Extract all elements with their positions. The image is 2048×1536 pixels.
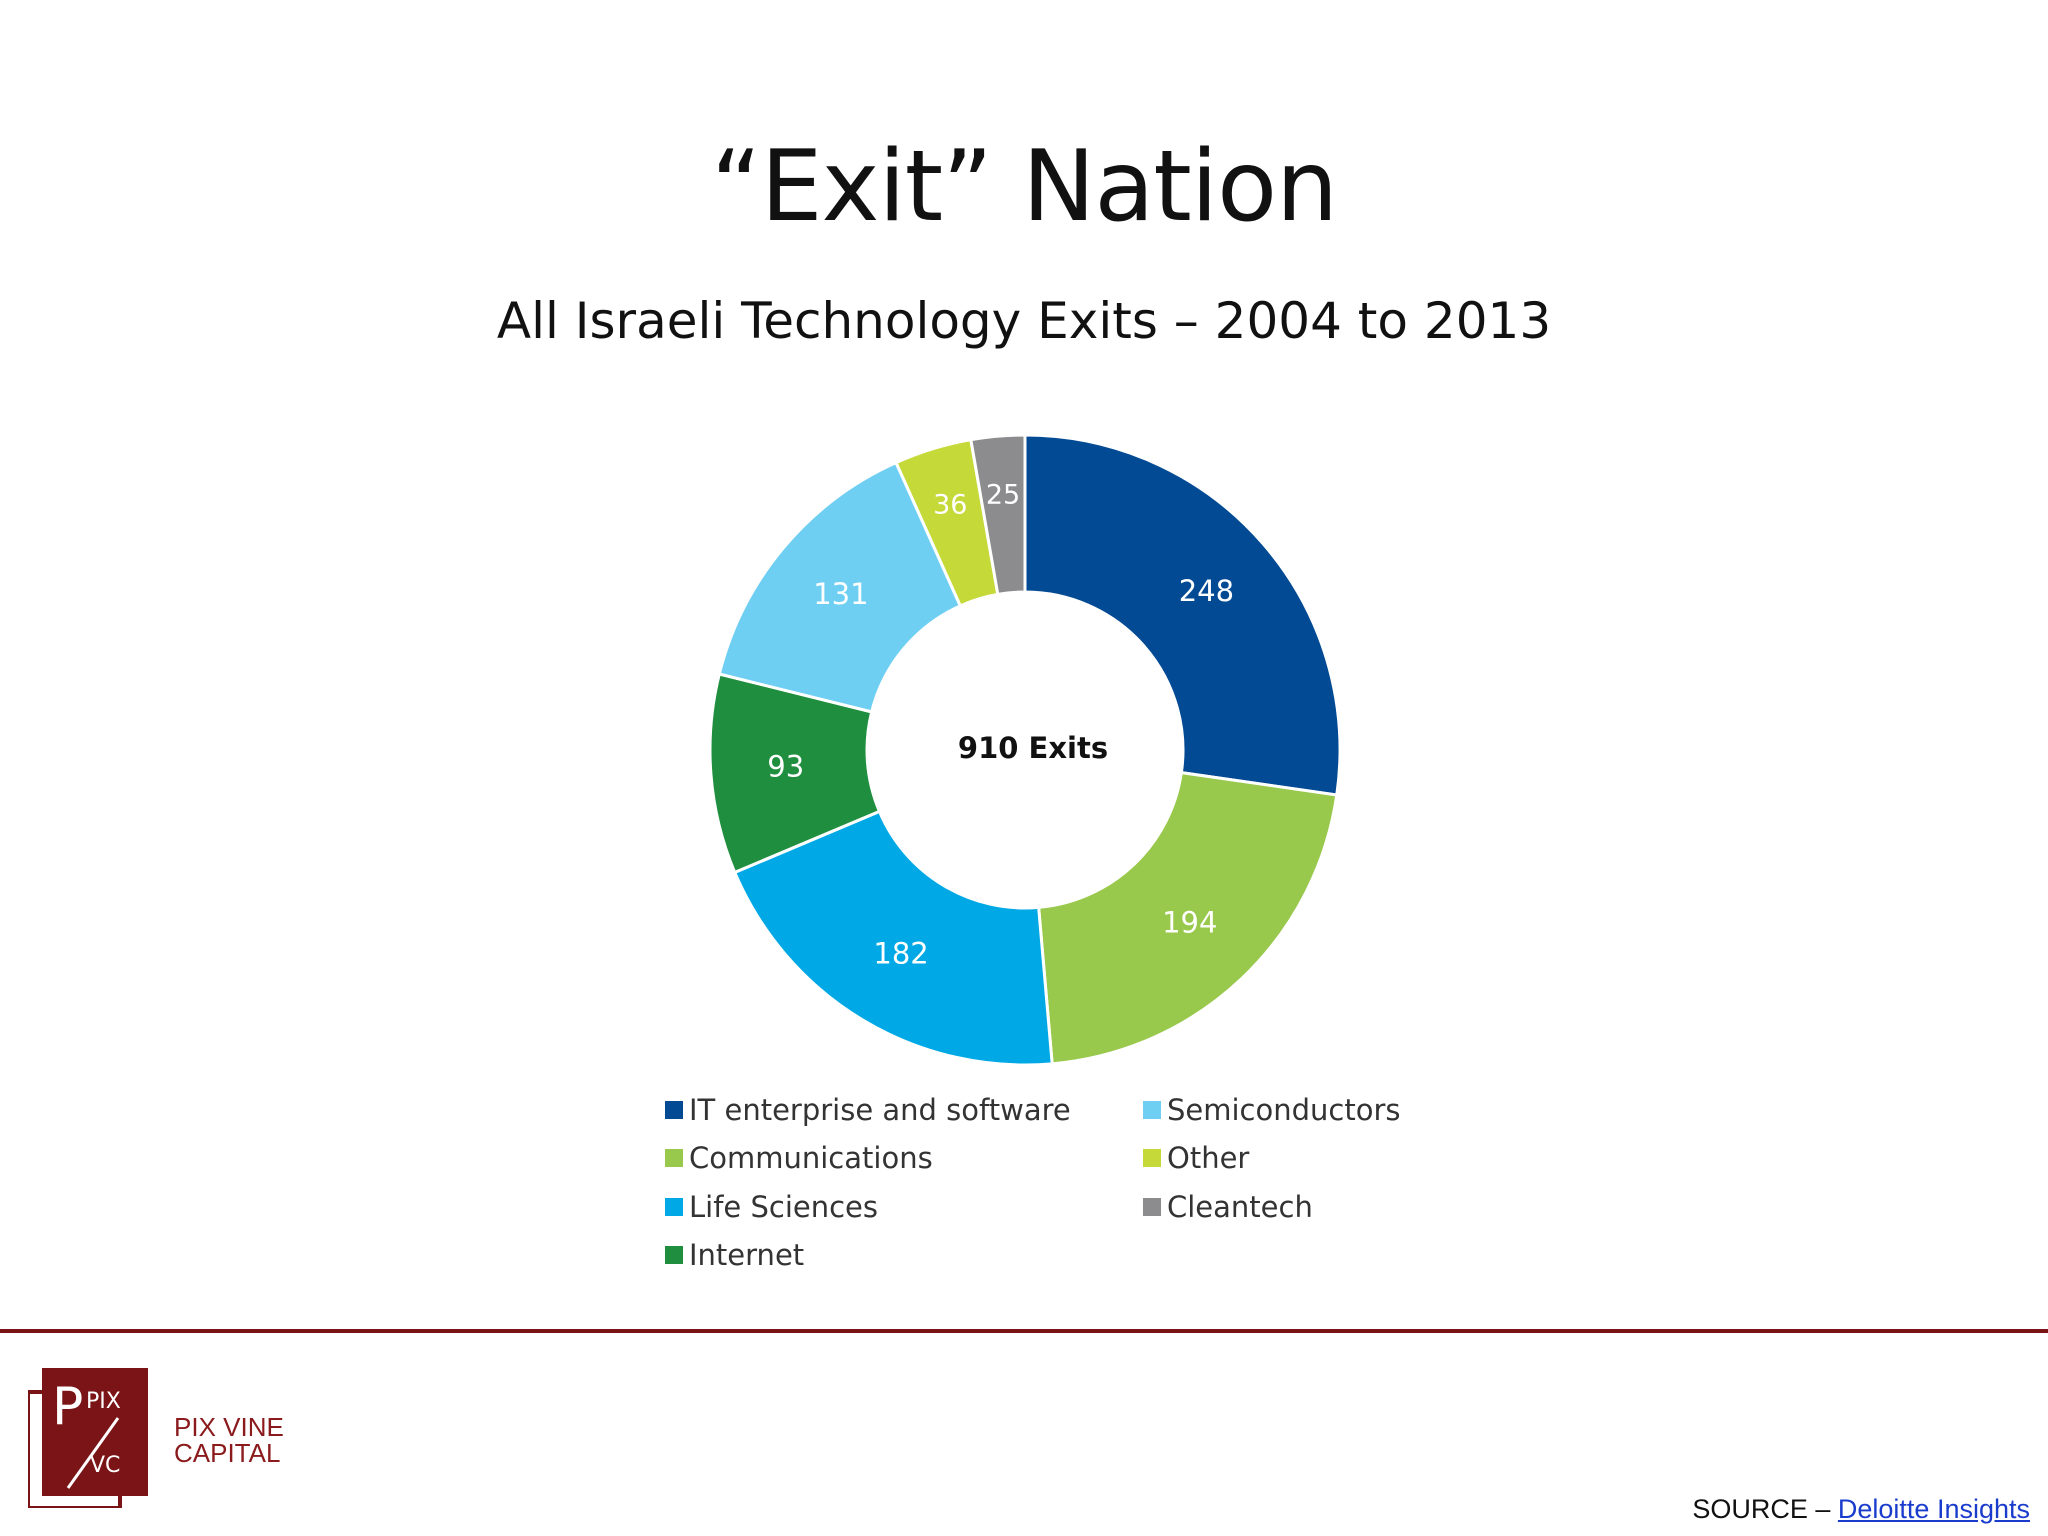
legend-label: Communications: [689, 1141, 933, 1175]
legend-swatch: [665, 1198, 683, 1216]
source-prefix: SOURCE –: [1692, 1494, 1838, 1524]
legend-label: Life Sciences: [689, 1190, 879, 1224]
legend-item-it-enterprise: IT enterprise and software: [665, 1093, 1071, 1127]
donut-chart: 248 194 182 93 131 36 25 910 Exits: [708, 433, 1342, 1067]
legend-label: Semiconductors: [1167, 1093, 1401, 1127]
donut-center-label: 910 Exits: [958, 731, 1108, 765]
legend-swatch: [1143, 1198, 1161, 1216]
legend-item-other: Other: [1143, 1141, 1249, 1175]
footer-divider: [0, 1329, 2048, 1333]
svg-text:PIX: PIX: [86, 1389, 121, 1414]
brand-line-1: PIX VINE: [174, 1412, 284, 1442]
legend-item-communications: Communications: [665, 1141, 933, 1175]
slice-value-label: 25: [986, 479, 1020, 510]
slice-value-label: 194: [1162, 905, 1217, 939]
source-credit: SOURCE – Deloitte Insights: [1692, 1494, 2030, 1525]
donut-slice-life-sciences: [732, 809, 1054, 1067]
page-title: “Exit” Nation: [710, 130, 1338, 244]
legend-swatch: [665, 1246, 683, 1264]
slice-value-label: 93: [767, 750, 804, 784]
legend-swatch: [665, 1101, 683, 1119]
donut-slice-cleantech: [969, 433, 1027, 597]
legend-label: Other: [1167, 1141, 1250, 1175]
legend-swatch: [1143, 1101, 1161, 1119]
donut-slice-communications: [1037, 770, 1339, 1066]
slice-value-label: 182: [873, 937, 928, 971]
legend-item-cleantech: Cleantech: [1143, 1190, 1313, 1224]
svg-text:VC: VC: [90, 1453, 120, 1478]
legend-swatch: [1143, 1149, 1161, 1167]
legend-label: IT enterprise and software: [689, 1093, 1071, 1127]
page-subtitle: All Israeli Technology Exits – 2004 to 2…: [496, 292, 1552, 350]
legend-label: Internet: [689, 1238, 805, 1272]
slice-value-label: 36: [933, 490, 967, 521]
brand-line-2: CAPITAL: [174, 1438, 281, 1468]
svg-text:P: P: [52, 1377, 83, 1437]
brand-name: PIX VINE CAPITAL: [174, 1414, 284, 1466]
legend-item-semiconductors: Semiconductors: [1143, 1093, 1401, 1127]
legend-label: Cleantech: [1167, 1190, 1313, 1224]
slice-value-label: 248: [1179, 574, 1234, 608]
chart-legend: IT enterprise and software Communication…: [665, 1093, 1425, 1293]
legend-item-internet: Internet: [665, 1238, 804, 1272]
pix-vine-logo: P PIX VC: [28, 1368, 148, 1508]
donut-slice-it-enterprise-and-software: [1023, 433, 1342, 797]
source-link[interactable]: Deloitte Insights: [1837, 1494, 2030, 1524]
legend-swatch: [665, 1149, 683, 1167]
donut-slice-semiconductors: [717, 460, 963, 714]
slice-value-label: 131: [813, 577, 868, 611]
legend-item-life-sciences: Life Sciences: [665, 1190, 878, 1224]
